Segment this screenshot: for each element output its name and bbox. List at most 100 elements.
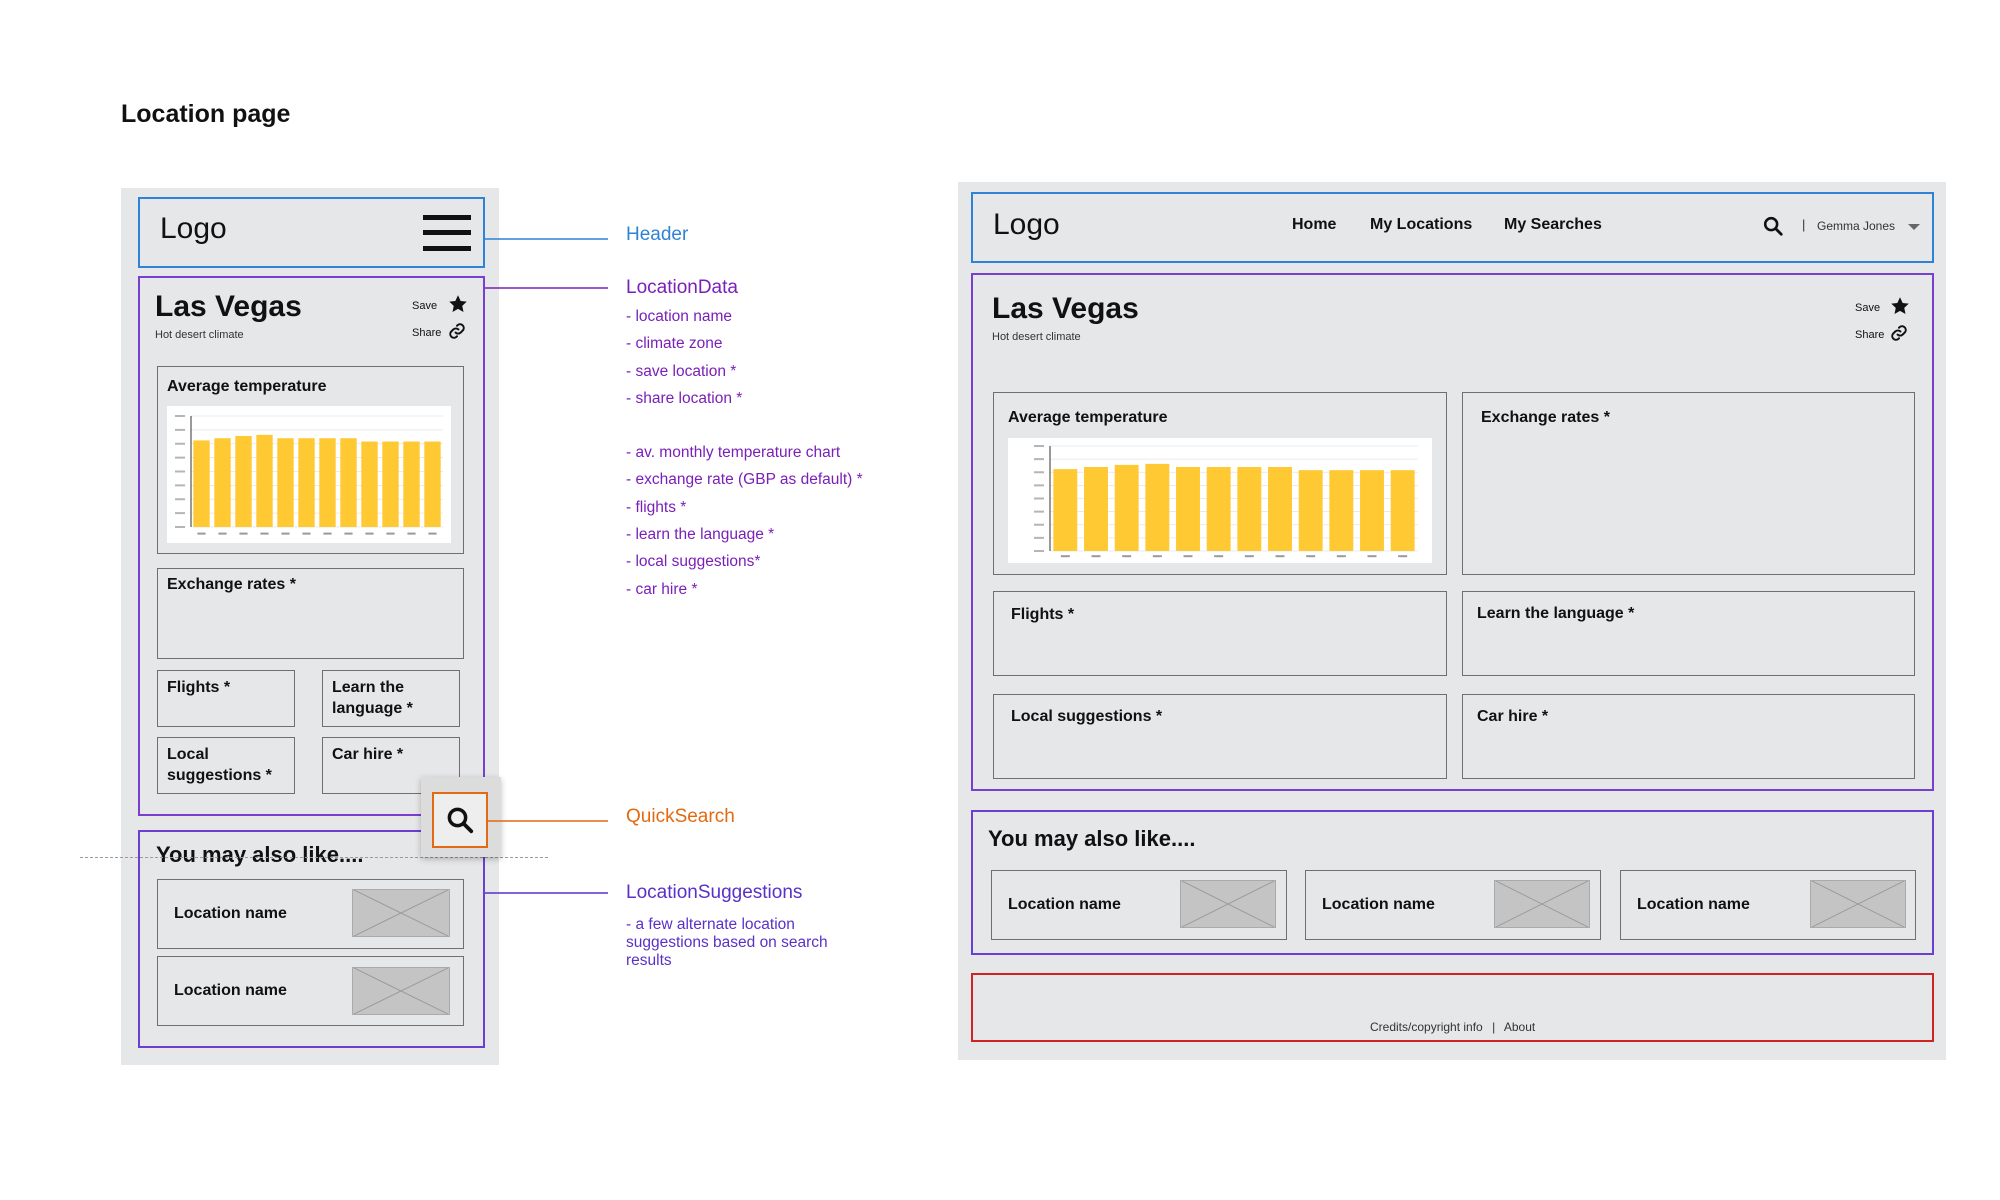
mobile-suggestions-title: You may also like.... (156, 842, 364, 867)
chart-x-tick-label-mark (1152, 555, 1162, 558)
chart-tick-mark (1034, 497, 1044, 500)
chart-x-tick-label-mark (323, 532, 332, 535)
nav-my-searches[interactable]: My Searches (1504, 216, 1602, 233)
mobile-language-card (322, 670, 460, 727)
chart-bar-mar (235, 435, 252, 527)
desktop-logo[interactable]: Logo (993, 208, 1060, 241)
chart-bar-jul (1237, 467, 1262, 551)
hamburger-menu-icon[interactable] (423, 215, 471, 251)
chart-bar-may (1176, 467, 1200, 551)
mobile-flights-label: Flights * (167, 679, 231, 696)
mobile-car-hire-label: Car hire * (332, 746, 404, 763)
chart-x-tick-label-mark (1398, 555, 1408, 558)
chart-x-tick-label-mark (1336, 555, 1346, 558)
annotation-location-suggestions: LocationSuggestions (626, 882, 803, 903)
chart-bar-aug (340, 438, 357, 527)
user-name[interactable]: Gemma Jones (1817, 219, 1896, 233)
mobile-temperature-chart (167, 406, 451, 543)
chart-tick-mark (1034, 550, 1044, 552)
chart-tick-mark (175, 415, 185, 417)
search-icon[interactable] (1762, 215, 1784, 237)
footer-separator: | (1492, 1020, 1496, 1034)
chart-tick-mark (1034, 536, 1044, 539)
chart-x-tick-label-mark (407, 532, 416, 535)
chart-tick-mark (175, 428, 185, 431)
chart-bar-feb (1084, 467, 1108, 551)
chart-x-tick-label-mark (281, 532, 290, 535)
chart-tick-mark (175, 498, 185, 501)
annotation-location-data: LocationData (626, 277, 738, 298)
star-icon[interactable] (448, 294, 468, 314)
footer-credits-link[interactable]: Credits/copyright info (1370, 1020, 1483, 1034)
desktop-flights-card (993, 591, 1447, 676)
chart-tick-mark (175, 456, 185, 459)
annotation-location-suggestions-desc: - a few alternate location suggestions b… (626, 916, 828, 969)
desktop-footer (971, 973, 1934, 1042)
mobile-share-label[interactable]: Share (412, 327, 442, 339)
chart-x-tick-label-mark (1306, 555, 1316, 558)
footer-links: Credits/copyright info | About (1370, 1020, 1535, 1034)
chart-x-tick-label-mark (1214, 555, 1224, 558)
chart-bar-sep (361, 441, 378, 527)
page-title: Location page (121, 100, 291, 128)
chart-tick-mark (1034, 484, 1044, 487)
chart-bar-jan (1053, 469, 1078, 551)
chart-x-tick-label-mark (1183, 555, 1193, 558)
chart-bar-jun (1206, 467, 1231, 551)
desktop-language-card (1462, 591, 1915, 676)
mobile-save-label[interactable]: Save (412, 300, 438, 312)
chart-tick-mark (175, 470, 185, 473)
chart-tick-mark (175, 484, 185, 487)
chevron-down-icon[interactable] (1908, 224, 1920, 230)
desktop-exchange-label: Exchange rates * (1481, 409, 1610, 426)
image-placeholder (352, 889, 450, 937)
chart-bar-mar (1114, 464, 1139, 551)
chart-x-tick-label-mark (1275, 555, 1285, 558)
suggestion-location-name: Location name (174, 982, 287, 999)
desktop-car-hire-card (1462, 694, 1915, 779)
image-placeholder (352, 967, 450, 1015)
annotation-quick-search: QuickSearch (626, 806, 735, 827)
image-placeholder (1494, 880, 1590, 928)
link-icon[interactable] (448, 322, 466, 340)
chart-x-tick-label-mark (1122, 555, 1132, 558)
chart-bar-jun (298, 438, 315, 527)
desktop-language-label: Learn the language * (1477, 605, 1635, 622)
desktop-location-suggestions (971, 810, 1934, 955)
quick-search-button[interactable] (432, 792, 488, 848)
suggestion-location-name: Location name (1322, 896, 1435, 913)
chart-x-tick-label-mark (302, 532, 311, 535)
chart-tick-mark (1034, 523, 1044, 526)
mobile-local-card (157, 737, 295, 794)
suggestion-location-name: Location name (1008, 896, 1121, 913)
link-icon[interactable] (1890, 324, 1908, 342)
chart-bar-aug (1268, 467, 1292, 551)
chart-bar-may (277, 438, 294, 527)
chart-bar-nov (1360, 470, 1384, 551)
chart-tick-mark (175, 512, 185, 515)
chart-x-tick-label-mark (218, 532, 227, 535)
suggestion-location-name: Location name (1637, 896, 1750, 913)
chart-x-tick-label-mark (365, 532, 374, 535)
suggestion-location-name: Location name (174, 905, 287, 922)
image-placeholder (1810, 880, 1906, 928)
mobile-exchange-card (157, 568, 464, 659)
chart-x-tick-label-mark (1244, 555, 1254, 558)
star-icon[interactable] (1890, 296, 1910, 316)
mobile-location-suggestions (138, 830, 485, 1048)
desktop-save-label[interactable]: Save (1855, 302, 1881, 314)
mobile-logo[interactable]: Logo (160, 212, 227, 245)
nav-my-locations[interactable]: My Locations (1370, 216, 1473, 233)
nav-home[interactable]: Home (1292, 216, 1337, 233)
chart-bar-dec (1390, 470, 1415, 551)
chart-bar-dec (424, 441, 441, 527)
desktop-share-label[interactable]: Share (1855, 329, 1885, 341)
mobile-language-label: Learn the language * (332, 679, 413, 717)
chart-x-tick-label-mark (260, 532, 269, 535)
footer-about-link[interactable]: About (1503, 1020, 1536, 1034)
annotation-header: Header (626, 224, 689, 245)
desktop-local-card (993, 694, 1447, 779)
chart-x-tick-label-mark (344, 532, 353, 535)
desktop-climate-zone: Hot desert climate (992, 331, 1081, 343)
chart-tick-mark (1034, 458, 1044, 461)
